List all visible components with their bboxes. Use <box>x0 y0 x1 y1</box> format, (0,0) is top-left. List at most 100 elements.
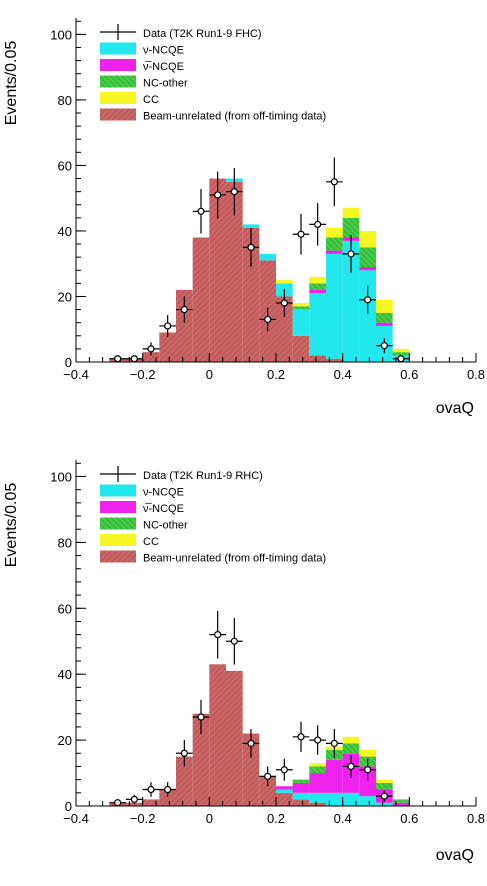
data-point <box>247 243 255 251</box>
bar-beam-unrelated <box>209 178 226 362</box>
data-point <box>130 355 138 363</box>
legend-label: ν̅-NCQE <box>143 503 184 515</box>
legend-label: NC-other <box>143 78 188 90</box>
x-tick-label: −0.4 <box>63 811 89 826</box>
y-tick-label: 80 <box>58 535 72 550</box>
bar-nu-ncqe <box>276 789 293 793</box>
legend-swatch-nc-other <box>100 517 136 530</box>
y-tick-label: 80 <box>58 93 72 108</box>
bar-cc <box>359 749 376 757</box>
bar-nubar-ncqe <box>309 289 326 294</box>
legend: Data (T2K Run1-9 FHC) ν-NCQE ν̅-NCQE NC-oth… <box>100 24 326 123</box>
bar-nubar-ncqe <box>359 766 376 797</box>
data-point <box>297 230 305 238</box>
bar-beam-unrelated <box>226 670 243 806</box>
bar-nu-ncqe <box>292 309 310 336</box>
series-cc <box>276 208 410 353</box>
bar-nu-ncqe <box>376 802 393 806</box>
bar-nu-ncqe <box>342 792 360 806</box>
data-point <box>297 733 305 741</box>
bar-beam-unrelated <box>159 332 176 362</box>
bar-beam-unrelated <box>276 792 293 806</box>
legend-swatch-nu-ncqe <box>100 484 136 497</box>
data-point <box>314 220 322 228</box>
data-point <box>230 637 238 645</box>
legend-swatch-nu-ncqe <box>100 42 136 55</box>
x-tick-label: 0 <box>206 811 213 826</box>
legend-swatch-beam-unrelated <box>100 108 136 121</box>
bar-nc-other <box>392 352 410 356</box>
data-point <box>147 785 155 794</box>
bar-cc <box>309 763 326 767</box>
data-point <box>214 191 222 199</box>
legend-label: Beam-unrelated (from off-timing data) <box>143 111 326 123</box>
bar-beam-unrelated <box>276 296 293 362</box>
x-axis-label: ovaQ <box>436 400 474 417</box>
bar-beam-unrelated <box>209 664 226 806</box>
bar-beam-unrelated <box>309 802 326 806</box>
bar-nu-ncqe <box>326 792 343 806</box>
legend-label: Beam-unrelated (from off-timing data) <box>143 553 326 565</box>
bar-nc-other <box>342 743 360 754</box>
data-point <box>280 299 288 307</box>
data-point <box>347 250 355 258</box>
legend-label: CC <box>143 536 159 548</box>
chart-panel-2: −0.4 −0.2 0 0.2 0.4 0.6 0.8 0 20 40 60 80 100 ovaQ Eve… <box>3 460 485 864</box>
x-tick-label: −0.2 <box>130 367 156 382</box>
bar-beam-unrelated <box>292 799 310 806</box>
bar-cc <box>359 230 376 248</box>
bar-beam-unrelated <box>126 802 143 806</box>
bar-cc <box>392 348 410 353</box>
bar-beam-unrelated <box>176 756 193 806</box>
y-tick-label: 0 <box>65 799 72 814</box>
x-tick-label: 0.2 <box>267 811 285 826</box>
x-tick-label: −0.2 <box>130 811 156 826</box>
legend-swatch-cc <box>100 534 136 546</box>
data-point <box>114 799 122 807</box>
data-point <box>114 355 122 363</box>
bar-beam-unrelated <box>192 713 210 806</box>
bar-nubar-ncqe <box>309 773 326 793</box>
bar-nu-ncqe <box>242 224 260 228</box>
bar-nubar-ncqe <box>359 266 376 271</box>
bar-nubar-ncqe <box>292 782 310 793</box>
bar-nc-other <box>326 237 343 251</box>
y-tick-label: 40 <box>58 667 72 682</box>
series-nubar-ncqe <box>276 753 410 806</box>
data-point <box>147 345 155 353</box>
x-tick-label: 0.4 <box>334 367 352 382</box>
legend-swatch-nubar-ncqe <box>100 59 136 71</box>
data-point <box>214 631 222 639</box>
data-point <box>347 762 355 771</box>
y-tick-label: 20 <box>58 289 72 304</box>
bar-cc <box>292 303 310 307</box>
data-point <box>364 296 372 304</box>
data-point <box>197 713 205 721</box>
legend: Data (T2K Run1-9 RHC) ν-NCQE ν̅-NCQE NC-oth… <box>100 466 326 565</box>
bar-beam-unrelated <box>226 181 243 362</box>
bar-nc-other <box>376 312 393 323</box>
y-axis-label: Events/0.05 <box>3 483 20 568</box>
bar-nu-ncqe <box>342 240 360 362</box>
bar-cc <box>309 276 326 284</box>
bar-cc <box>342 208 360 218</box>
y-tick-label: 0 <box>65 355 72 370</box>
y-tick-label: 60 <box>58 601 72 616</box>
bar-nc-other <box>359 247 376 267</box>
bar-cc <box>326 227 343 238</box>
bar-beam-unrelated <box>142 352 160 362</box>
bar-beam-unrelated <box>326 358 343 362</box>
bar-nubar-ncqe <box>376 322 393 326</box>
bar-beam-unrelated <box>259 776 276 806</box>
series-beam-unrelated <box>109 664 326 806</box>
x-tick-label: 0.6 <box>400 811 418 826</box>
data-point <box>180 749 188 757</box>
y-axis-label: Events/0.05 <box>3 41 20 126</box>
data-point <box>380 342 388 350</box>
bar-nu-ncqe <box>326 253 343 359</box>
bar-nc-other <box>292 779 310 783</box>
bar-nu-ncqe <box>309 792 326 803</box>
bar-nc-other <box>392 799 410 803</box>
legend-label: NC-other <box>143 520 188 532</box>
bar-beam-unrelated <box>242 733 260 806</box>
